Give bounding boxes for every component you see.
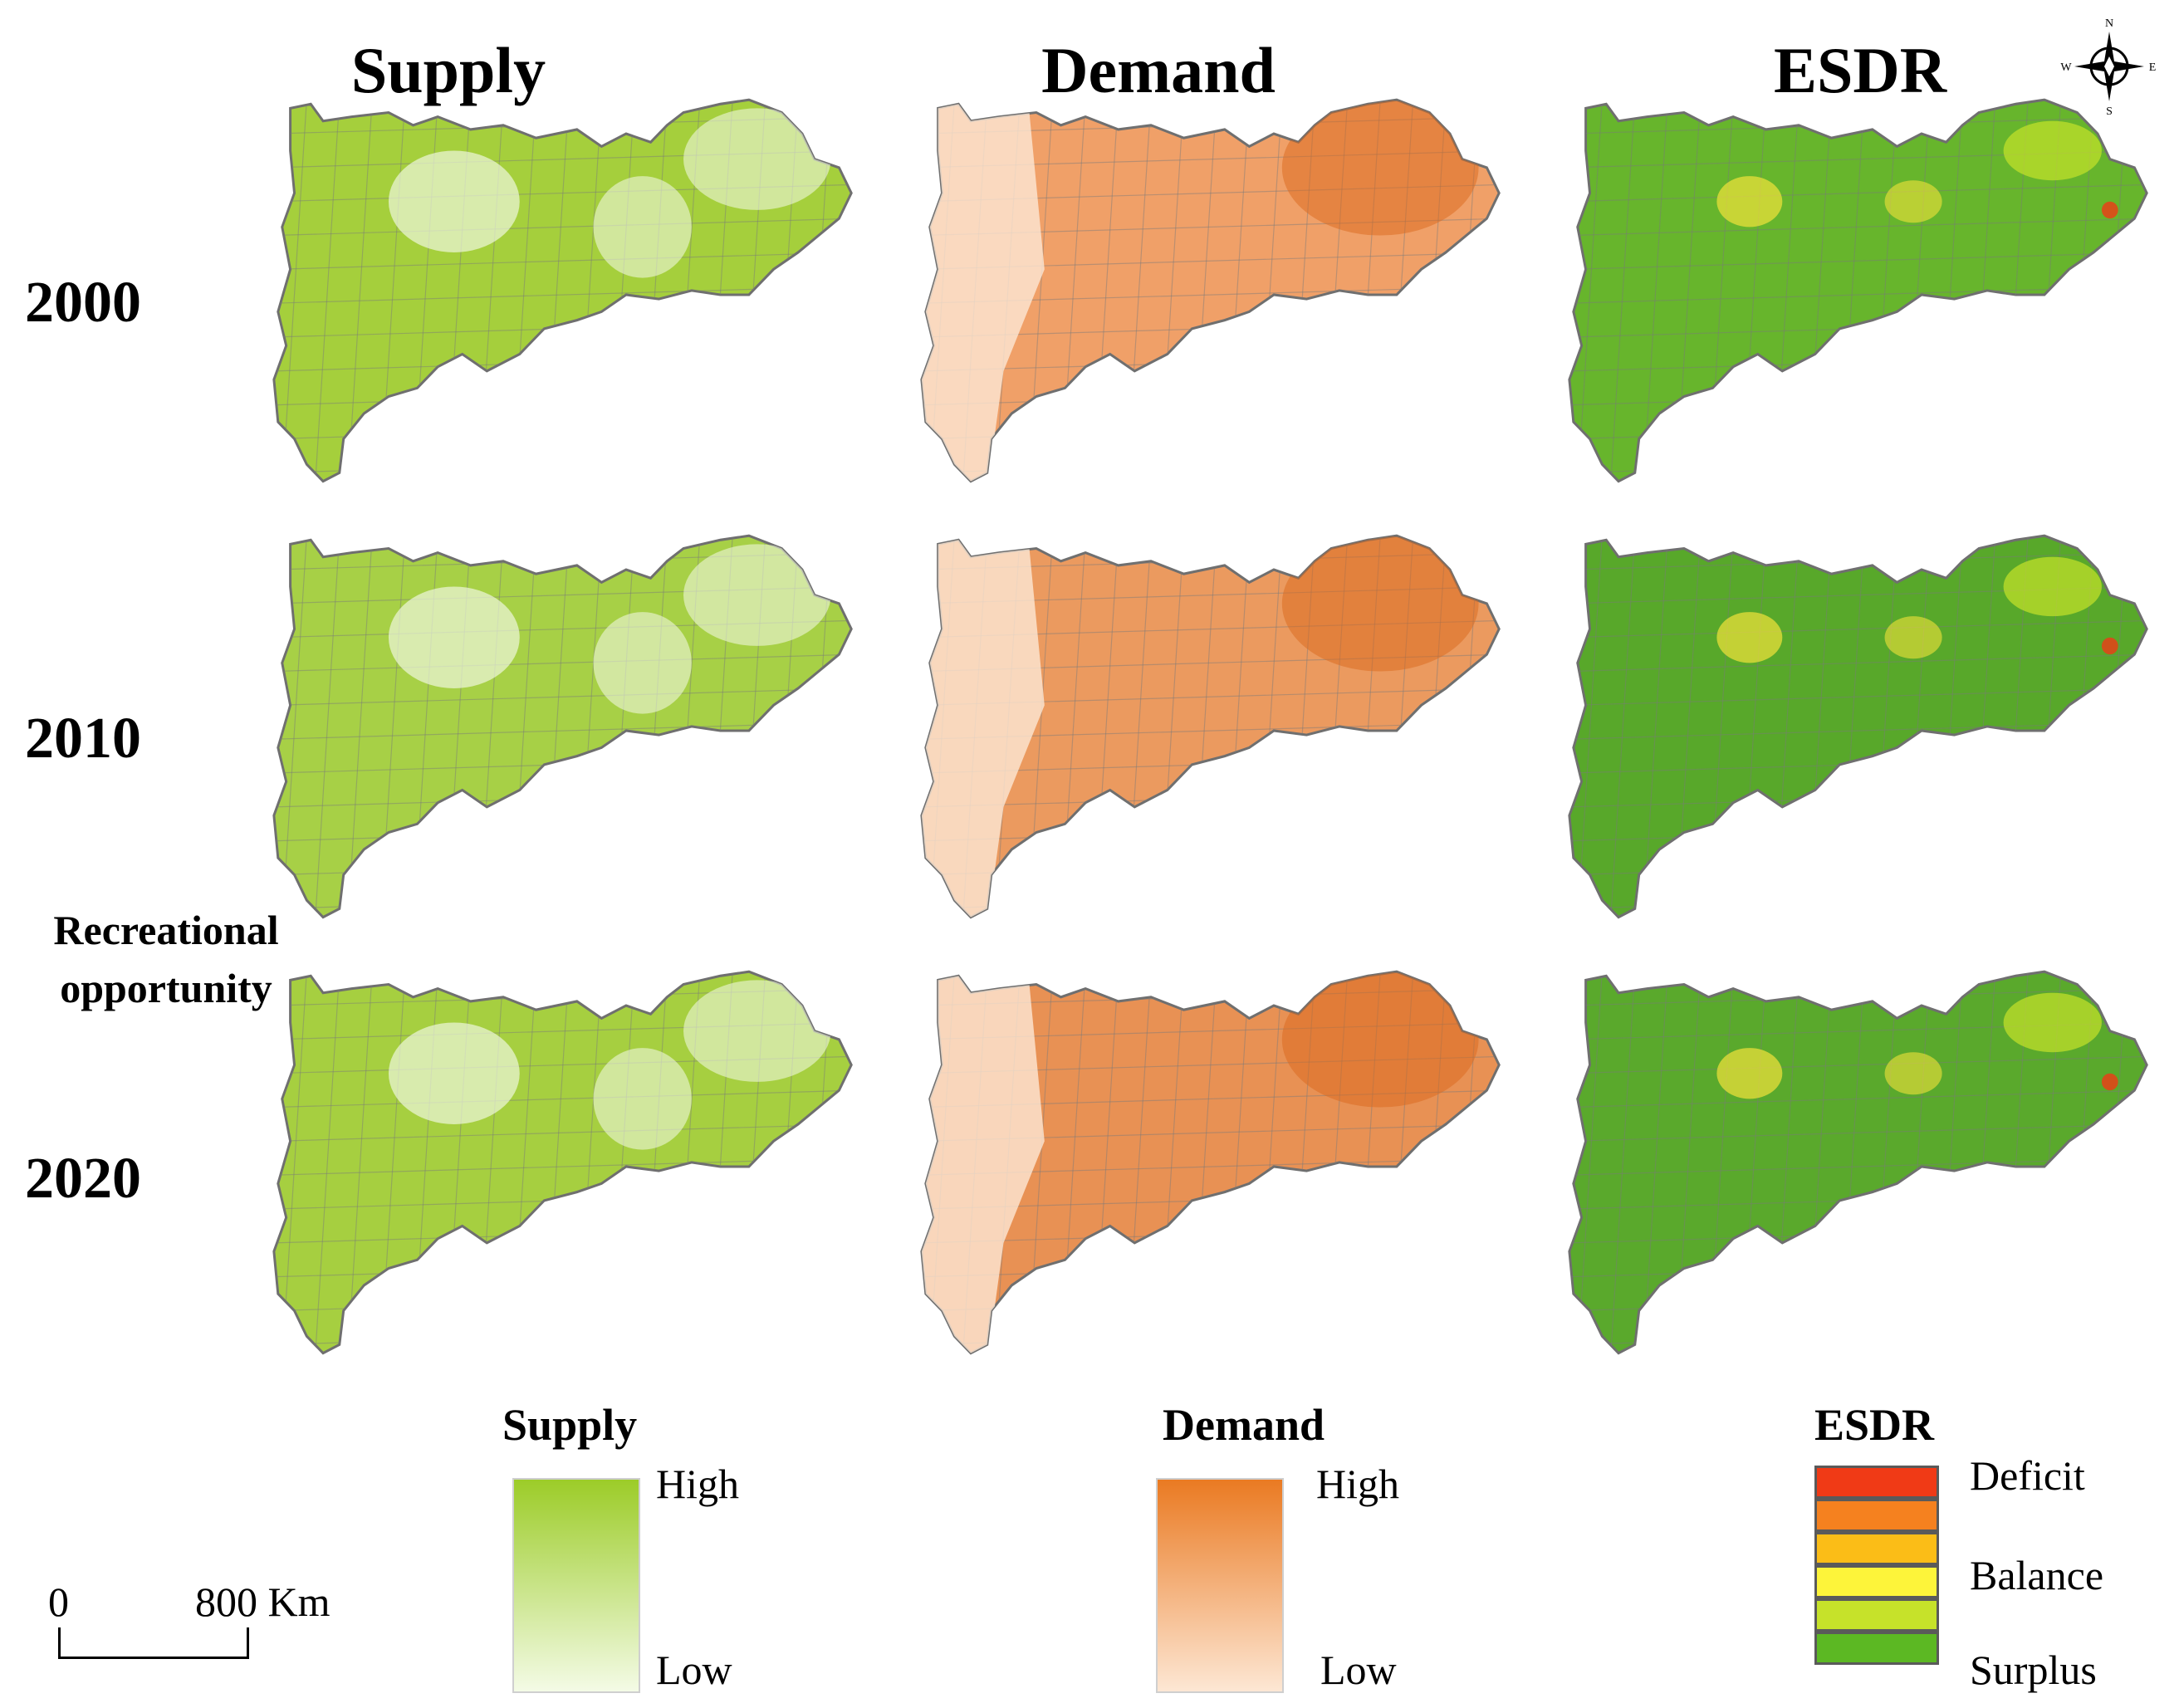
- side-label: Recreational opportunity: [25, 901, 307, 1017]
- side-label-line2: opportunity: [60, 965, 272, 1011]
- demand-column-title: Demand: [1041, 34, 1276, 106]
- supply-column-title: Supply: [350, 34, 546, 106]
- demand-legend-title: Demand: [1163, 1400, 1325, 1450]
- esdr-legend-title: ESDR: [1814, 1400, 1935, 1450]
- esdr-legend-class-6: [1814, 1632, 1939, 1665]
- supply-map-2020: [266, 963, 864, 1370]
- north-arrow-compass-icon: N S E W: [2059, 17, 2159, 118]
- demand-legend-low: Low: [1320, 1647, 1397, 1693]
- esdr-map-2010: [1561, 527, 2159, 934]
- compass-w: W: [2060, 61, 2072, 74]
- supply-map-2010: [266, 527, 864, 934]
- demand-map-2020: [913, 963, 1511, 1370]
- esdr-column-title: ESDR: [1773, 34, 1947, 106]
- supply-legend-ramp: [512, 1478, 640, 1693]
- demand-legend-high: High: [1316, 1461, 1399, 1507]
- demand-legend-ramp: [1156, 1478, 1284, 1693]
- scale-bar: [58, 1627, 249, 1661]
- compass-n: N: [2105, 17, 2113, 30]
- scale-bar-end: 800 Km: [195, 1578, 331, 1625]
- esdr-legend-surplus: Surplus: [1970, 1647, 2097, 1693]
- esdr-legend-deficit: Deficit: [1970, 1452, 2085, 1499]
- esdr-legend-class-3: [1814, 1532, 1939, 1565]
- esdr-map-2020: [1561, 963, 2159, 1370]
- esdr-legend-class-4: [1814, 1565, 1939, 1598]
- demand-map-2010: [913, 527, 1511, 934]
- year-label-2010: 2010: [25, 707, 141, 771]
- supply-legend-title: Supply: [502, 1400, 638, 1450]
- scale-bar-start: 0: [48, 1578, 69, 1625]
- side-label-line1: Recreational: [53, 907, 279, 953]
- esdr-legend-class-5: [1814, 1598, 1939, 1632]
- esdr-legend-class-1: [1814, 1466, 1939, 1499]
- esdr-map-2000: [1561, 91, 2159, 498]
- supply-legend-high: High: [656, 1461, 739, 1507]
- supply-map-2000: [266, 91, 864, 498]
- year-label-2020: 2020: [25, 1147, 141, 1211]
- demand-map-2000: [913, 91, 1511, 498]
- compass-e: E: [2149, 61, 2157, 74]
- esdr-legend-class-2: [1814, 1499, 1939, 1532]
- year-label-2000: 2000: [25, 271, 141, 335]
- supply-legend-low: Low: [656, 1647, 732, 1693]
- esdr-legend-balance: Balance: [1970, 1552, 2104, 1598]
- compass-s: S: [2106, 105, 2113, 116]
